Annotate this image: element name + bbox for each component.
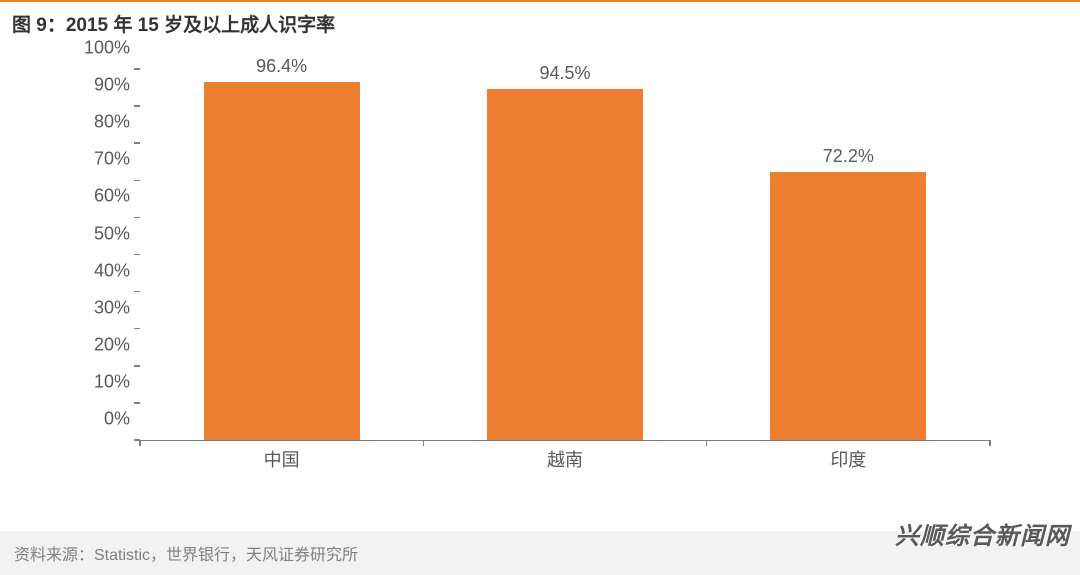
watermark-text: 兴顺综合新闻网: [895, 523, 1070, 550]
y-tick-mark: [134, 402, 140, 404]
x-tick-mark: [706, 440, 708, 446]
y-tick-mark: [134, 68, 140, 70]
y-tick-mark: [134, 254, 140, 256]
y-tick-label: 60%: [60, 186, 130, 207]
x-tick-label: 中国: [140, 446, 423, 472]
x-tick-mark: [989, 440, 991, 446]
source-text: 资料来源：Statistic，世界银行，天风证券研究所: [14, 547, 358, 564]
bar-value-label: 96.4%: [204, 56, 360, 77]
bar-value-label: 94.5%: [487, 63, 643, 84]
y-tick-label: 30%: [60, 297, 130, 318]
y-tick-mark: [134, 142, 140, 144]
bar: 94.5%: [487, 89, 643, 440]
y-tick-mark: [134, 180, 140, 182]
y-tick-label: 10%: [60, 371, 130, 392]
y-tick-label: 80%: [60, 112, 130, 133]
x-tick-label: 越南: [423, 446, 706, 472]
bar-value-label: 72.2%: [770, 146, 926, 167]
chart-title: 图 9：2015 年 15 岁及以上成人识字率: [0, 0, 1080, 43]
bar: 72.2%: [770, 172, 926, 440]
y-tick-label: 40%: [60, 260, 130, 281]
bar: 96.4%: [204, 82, 360, 440]
y-tick-mark: [134, 105, 140, 107]
y-tick-mark: [134, 365, 140, 367]
y-tick-mark: [134, 328, 140, 330]
y-tick-mark: [134, 291, 140, 293]
chart-title-text: 图 9：2015 年 15 岁及以上成人识字率: [12, 15, 335, 36]
plot-area: 0%10%20%30%40%50%60%70%80%90%100%96.4%中国…: [140, 69, 990, 441]
x-tick-label: 印度: [707, 446, 990, 472]
y-tick-label: 50%: [60, 223, 130, 244]
y-tick-label: 70%: [60, 149, 130, 170]
x-tick-mark: [139, 440, 141, 446]
y-tick-label: 20%: [60, 334, 130, 355]
y-tick-mark: [134, 217, 140, 219]
chart-container: 0%10%20%30%40%50%60%70%80%90%100%96.4%中国…: [60, 61, 1020, 481]
watermark: 兴顺综合新闻网: [895, 516, 1070, 551]
x-tick-mark: [423, 440, 425, 446]
y-tick-label: 0%: [60, 409, 130, 430]
y-tick-label: 100%: [60, 38, 130, 59]
y-tick-label: 90%: [60, 75, 130, 96]
